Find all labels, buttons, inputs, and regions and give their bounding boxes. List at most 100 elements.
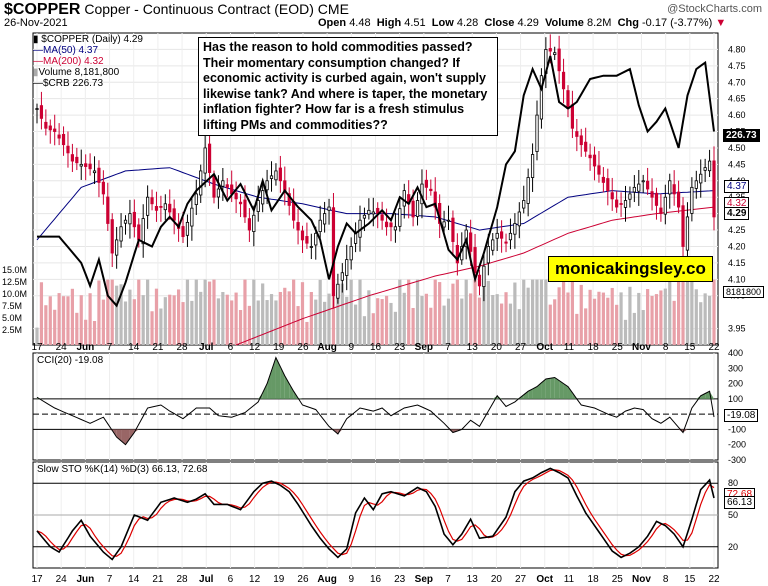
candle-body (508, 232, 513, 241)
sto-tick-label: 80 (728, 478, 738, 488)
candle-body (163, 203, 167, 211)
candle-body (225, 184, 229, 188)
x-tick-label: 19 (273, 574, 285, 585)
down-arrow-icon: ▼ (715, 17, 727, 29)
candle-body (159, 206, 163, 208)
candle-body (548, 48, 552, 52)
candle-body (504, 241, 508, 244)
candle-body (194, 193, 198, 206)
volume-bar (464, 279, 468, 345)
price-tick-label: 4.60 (728, 110, 746, 120)
volume-bar (477, 297, 482, 345)
volume-bar (70, 288, 74, 345)
x-tick-label: Jul (199, 574, 214, 585)
cci-oversold-fill (678, 429, 684, 433)
volume-bar (544, 279, 548, 345)
volume-bar (137, 279, 141, 345)
candle-body (606, 178, 610, 192)
x-tick-label: 18 (588, 574, 600, 585)
candle-body (694, 180, 698, 189)
volume-bar (309, 291, 313, 345)
volume-bar (216, 298, 221, 345)
cci-oversold-fill (107, 429, 113, 431)
candle-body (265, 180, 269, 191)
volume-bar (185, 279, 190, 345)
volume-bar (610, 287, 614, 345)
volume-bar (79, 295, 83, 345)
cci-overbought-fill (554, 377, 560, 399)
cci-overbought-fill (267, 370, 272, 399)
line-icon: — (33, 78, 43, 89)
volume-bar (261, 283, 265, 345)
cci-tick-label: -200 (728, 440, 746, 450)
candle-body (274, 170, 278, 181)
cci-overbought-fill (559, 380, 564, 399)
volume-bar (256, 300, 260, 345)
volume-bar (433, 279, 437, 345)
candle-body (137, 224, 141, 241)
candle-body (495, 232, 499, 239)
x-tick-label: 7 (445, 342, 451, 353)
price-tick-label: 3.95 (728, 324, 746, 334)
candle-body (150, 197, 154, 205)
volume-bar (601, 292, 605, 345)
volume-bar (128, 289, 132, 345)
volume-bar (159, 308, 163, 345)
close-label: Close (484, 17, 515, 29)
volume-bar (314, 299, 318, 345)
candle-body (575, 131, 579, 137)
candle-body (446, 219, 451, 222)
volume-bar (415, 279, 420, 345)
chart-date: 26-Nov-2021 (4, 17, 68, 29)
x-tick-label: 15 (684, 574, 696, 585)
volume-bar (455, 279, 459, 345)
volume-bar (225, 294, 229, 345)
volume-bar (371, 313, 375, 345)
x-tick-label: 20 (491, 342, 503, 353)
candle-body (535, 114, 539, 152)
price-tick-label: 4.75 (728, 61, 746, 71)
candle-body (269, 175, 274, 179)
candle-body (247, 218, 251, 231)
candle-body (513, 223, 517, 235)
candle-body (79, 163, 83, 167)
x-tick-label: 13 (467, 574, 479, 585)
candle-body (703, 167, 707, 171)
volume-bar (367, 290, 371, 345)
x-tick-label: Aug (317, 574, 336, 585)
open-label: Open (318, 17, 347, 29)
x-tick-label: 19 (273, 342, 285, 353)
candle-body (486, 246, 490, 264)
x-tick-label: 25 (612, 574, 624, 585)
candle-body (623, 200, 628, 208)
volume-tag: 8181800 (723, 286, 765, 298)
x-tick-label: 12 (249, 574, 261, 585)
symbol: $COPPER (4, 1, 81, 18)
volume-bar (57, 293, 61, 345)
volume-bar (168, 294, 172, 345)
line-icon: — (33, 56, 43, 67)
volume-tick-label: 15.0M (2, 265, 27, 275)
candle-body (424, 179, 428, 188)
volume-bar (190, 300, 194, 345)
candle-body (650, 191, 654, 198)
candle-body (601, 176, 605, 183)
volume-bar (628, 286, 632, 345)
x-tick-label: Sep (415, 342, 433, 353)
commentary-box: Has the reason to hold commodities passe… (198, 37, 498, 136)
cci-value-tag: -19.08 (724, 409, 759, 422)
x-tick-label: 23 (394, 342, 406, 353)
volume-bar (340, 283, 344, 345)
candle-body (393, 226, 398, 231)
volume-bar (553, 299, 557, 345)
volume-bar (566, 292, 570, 345)
candle-body (106, 196, 110, 224)
x-tick-label: 24 (56, 342, 68, 353)
candle-body (61, 133, 66, 146)
volume-bar (681, 279, 685, 345)
x-tick-label: 15 (684, 342, 696, 353)
volume-bar (623, 319, 628, 345)
volume-bar (150, 311, 154, 345)
candle-body (654, 192, 659, 206)
candle-body (243, 199, 247, 218)
